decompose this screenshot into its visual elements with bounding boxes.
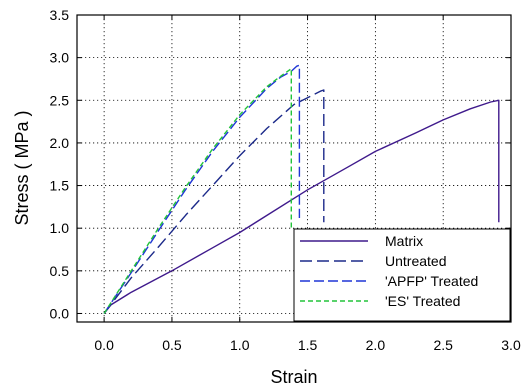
y-tick-label: 3.5 (50, 7, 70, 23)
legend: Matrix Untreated 'APFP' Treated 'ES' Treate… (293, 228, 511, 322)
y-tick-label: 1.5 (50, 178, 70, 194)
series-line (103, 67, 292, 314)
legend-label: 'APFP' Treated (385, 273, 478, 289)
y-axis-label: Stress ( MPa ) (12, 110, 32, 225)
y-tick-label: 2.5 (50, 92, 70, 108)
legend-label: Matrix (385, 233, 423, 249)
y-tick-label: 1.0 (50, 220, 70, 236)
legend-label: 'ES' Treated (385, 293, 460, 309)
series-line (103, 89, 325, 314)
series-line (103, 99, 500, 314)
plot-frame (76, 14, 512, 323)
legend-box (293, 228, 511, 322)
y-tick-label: 0.0 (50, 305, 70, 321)
x-axis-label: Strain (270, 367, 317, 387)
x-tick-label: 1.5 (298, 337, 318, 353)
x-tick-label: 0.5 (162, 337, 182, 353)
x-tick-label: 3.0 (501, 337, 521, 353)
y-tick-label: 3.0 (50, 50, 70, 66)
y-tick-labels: 0.0 0.5 1.0 1.5 2.0 2.5 3.0 3.5 (50, 7, 70, 321)
x-tick-label: 1.0 (230, 337, 250, 353)
y-tick-label: 2.0 (50, 135, 70, 151)
x-tick-label: 2.0 (366, 337, 386, 353)
series-line (103, 64, 301, 314)
y-tick-label: 0.5 (50, 263, 70, 279)
x-tick-label: 0.0 (94, 337, 114, 353)
series-lines (103, 64, 500, 314)
x-tick-labels: 0.0 0.5 1.0 1.5 2.0 2.5 3.0 (94, 337, 521, 353)
legend-label: Untreated (385, 253, 446, 269)
x-tick-label: 2.5 (433, 337, 453, 353)
